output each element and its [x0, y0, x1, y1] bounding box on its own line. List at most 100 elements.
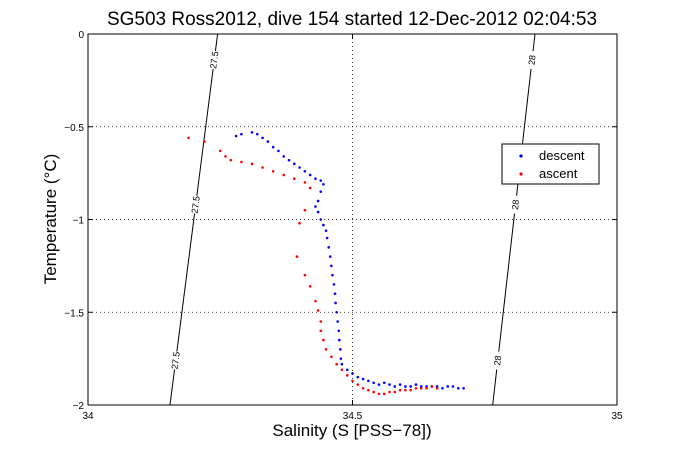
- x-tick-label-2: 35: [611, 411, 623, 422]
- ascent-point-1: [203, 140, 206, 143]
- ascent-point-27: [345, 374, 349, 377]
- descent-point-40: [351, 372, 354, 375]
- y-tick-label-4: −2: [73, 401, 85, 412]
- legend-box: [501, 143, 600, 185]
- legend-marker-descent: [519, 154, 523, 158]
- descent-point-54: [425, 385, 428, 388]
- descent-point-56: [435, 385, 439, 388]
- descent-point-36: [339, 348, 342, 351]
- descent-point-39: [345, 368, 349, 372]
- ascent-point-0: [187, 136, 190, 140]
- y-tick-label-2: −1: [73, 216, 85, 227]
- y-tick-label-0: 0: [78, 30, 84, 41]
- descent-point-27: [330, 264, 333, 268]
- descent-point-52: [414, 383, 418, 386]
- ascent-point-33: [377, 392, 381, 396]
- isopycnal-label-1-0: 28: [527, 54, 538, 65]
- ascent-point-22: [322, 338, 325, 342]
- descent-point-57: [441, 387, 444, 390]
- descent-point-15: [319, 179, 323, 182]
- descent-point-21: [319, 218, 323, 221]
- isopycnal-label-1-2: 28: [492, 355, 503, 366]
- ascent-point-17: [308, 284, 312, 288]
- ascent-point-4: [229, 158, 233, 162]
- ascent-point-19: [316, 309, 320, 312]
- data-points: [187, 131, 465, 396]
- descent-point-41: [356, 375, 360, 379]
- ascent-point-26: [340, 368, 344, 372]
- ascent-point-9: [282, 173, 286, 177]
- descent-point-0: [234, 134, 238, 138]
- ascent-point-28: [351, 379, 354, 383]
- ascent-point-10: [293, 177, 296, 180]
- descent-point-33: [336, 320, 339, 323]
- isopycnal-label-bg-0-1: [190, 195, 201, 215]
- descent-point-22: [322, 223, 325, 227]
- legend-label-descent: descent: [539, 148, 585, 163]
- descent-point-28: [331, 273, 334, 277]
- descent-point-29: [332, 283, 336, 286]
- descent-point-42: [361, 377, 365, 381]
- isopycnal-label-0-0: 27.5: [208, 51, 220, 70]
- isopycnal-label-bg-1-1: [510, 195, 521, 215]
- ascent-point-23: [324, 348, 328, 351]
- ascent-point-25: [335, 362, 338, 366]
- descent-point-53: [419, 385, 423, 388]
- isopycnal-label-bg-1-2: [492, 351, 503, 370]
- descent-point-18: [316, 199, 320, 203]
- ascent-point-39: [409, 388, 412, 392]
- descent-point-45: [377, 383, 381, 386]
- ascent-point-42: [425, 387, 428, 390]
- descent-point-32: [335, 310, 338, 314]
- ascent-point-38: [404, 388, 407, 392]
- ascent-point-12: [308, 186, 312, 190]
- descent-point-13: [308, 173, 312, 177]
- descent-point-10: [293, 162, 296, 166]
- isopycnal-label-1-1: 28: [510, 199, 521, 210]
- y-tick-label-1: −0.5: [64, 123, 84, 134]
- ascent-point-34: [382, 392, 386, 396]
- ascent-point-7: [261, 166, 264, 169]
- isopycnal-label-0-1: 27.5: [190, 195, 202, 214]
- descent-point-31: [334, 301, 337, 305]
- ascent-point-31: [367, 388, 370, 392]
- descent-point-38: [340, 362, 344, 366]
- descent-point-12: [303, 169, 307, 173]
- descent-point-60: [457, 387, 460, 390]
- ascent-point-36: [393, 390, 397, 394]
- descent-point-9: [287, 158, 291, 162]
- descent-point-8: [282, 155, 286, 158]
- ascent-point-32: [372, 390, 375, 394]
- descent-point-3: [255, 132, 259, 136]
- descent-point-1: [240, 132, 243, 136]
- ascent-point-30: [361, 387, 365, 390]
- descent-point-43: [367, 379, 370, 383]
- ascent-point-24: [330, 355, 333, 359]
- descent-point-14: [314, 177, 317, 180]
- ascent-point-29: [356, 383, 360, 386]
- descent-point-5: [266, 140, 270, 143]
- descent-point-59: [451, 385, 455, 388]
- descent-point-37: [339, 357, 343, 360]
- descent-point-50: [404, 385, 407, 388]
- descent-point-11: [298, 166, 301, 169]
- legend-label-ascent: ascent: [539, 166, 578, 181]
- chart-title: SG503 Ross2012, dive 154 started 12-Dec-…: [107, 9, 597, 30]
- ascent-point-37: [398, 388, 402, 392]
- ascent-point-5: [240, 160, 243, 164]
- isopycnal-line-1: [492, 33, 536, 406]
- ascent-point-13: [303, 208, 307, 212]
- descent-point-30: [333, 292, 337, 296]
- descent-point-61: [462, 387, 465, 390]
- descent-point-24: [325, 236, 329, 240]
- x-tick-label-1: 34.5: [343, 411, 363, 422]
- descent-point-51: [409, 385, 412, 388]
- isopycnal-label-bg-0-2: [170, 351, 181, 370]
- ascent-point-43: [430, 385, 434, 388]
- x-axis-label: Salinity (S [PSS−78]): [272, 421, 431, 440]
- descent-point-46: [382, 381, 386, 385]
- isopycnal-label-bg-1-0: [527, 50, 538, 70]
- descent-point-16: [322, 182, 325, 186]
- descent-point-48: [393, 385, 397, 388]
